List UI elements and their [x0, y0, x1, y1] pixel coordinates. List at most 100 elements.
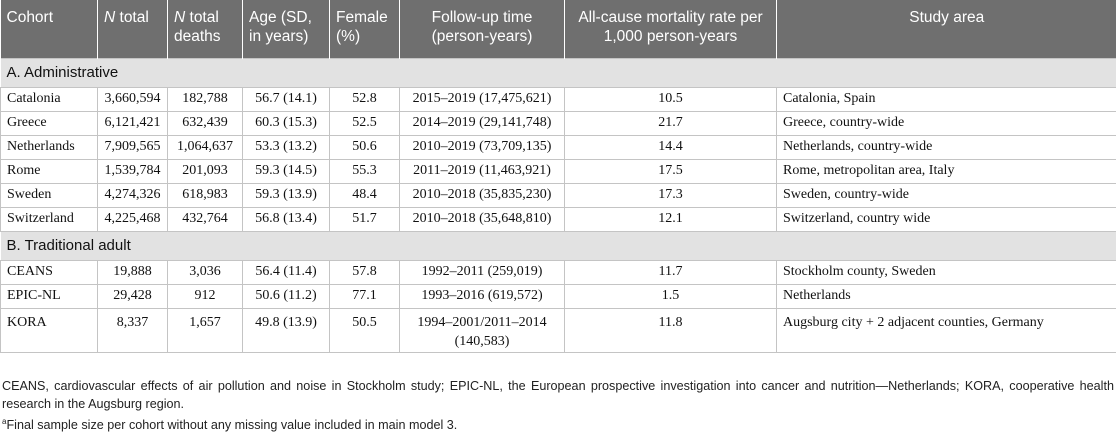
table-container: Cohort N total N total deaths Age (SD, in y… [0, 0, 1116, 353]
table-cell: Greece, country-wide [776, 110, 1116, 136]
header-text: Cohort [6, 9, 54, 26]
header-cell: N total [97, 0, 168, 58]
header-cell: N total deaths [167, 0, 243, 58]
table-row: EPIC-NL 29,428 912 50.6 (11.2) 77.1 1993–2016… [0, 283, 1116, 309]
table-cell: 56.8 (13.4) [242, 206, 330, 232]
table-cell: 48.4 [329, 182, 400, 208]
table-cell: 7,909,565 [97, 134, 168, 160]
header-cell: Study area [776, 0, 1116, 58]
table-cell: 57.8 [329, 259, 400, 285]
table-cell: 17.5 [564, 158, 777, 184]
header-text: Female (%) [336, 9, 388, 45]
header-text: total [115, 9, 149, 26]
table-cell: Netherlands [776, 283, 1116, 309]
table-cell: 2010–2019 (73,709,135) [399, 134, 565, 160]
section-row: B. Traditional adult [0, 230, 1116, 261]
table-cell: 60.3 (15.3) [242, 110, 330, 136]
table-cell: 1,064,637 [167, 134, 243, 160]
header-row: Cohort N total N total deaths Age (SD, in y… [0, 0, 1116, 58]
table-cell: 632,439 [167, 110, 243, 136]
table-cell: 53.3 (13.2) [242, 134, 330, 160]
table-cell: Catalonia, Spain [776, 86, 1116, 112]
footnote-text: Final sample size per cohort without any… [6, 418, 458, 433]
cohort-table: Cohort N total N total deaths Age (SD, in y… [0, 0, 1116, 353]
table-cell: 55.3 [329, 158, 400, 184]
table-cell: 1.5 [564, 283, 777, 309]
table-row: Catalonia 3,660,594 182,788 56.7 (14.1) 52.8… [0, 86, 1116, 112]
table-cell: Rome [0, 158, 98, 184]
header-cell: Follow-up time (person-years) [399, 0, 565, 58]
table-cell: 56.4 (11.4) [242, 259, 330, 285]
table-cell: 2010–2018 (35,835,230) [399, 182, 565, 208]
table-cell: 50.5 [329, 307, 400, 353]
header-italic: N [104, 9, 116, 26]
table-cell: Catalonia [0, 86, 98, 112]
table-cell: 49.8 (13.9) [242, 307, 330, 353]
table-cell: Sweden, country-wide [776, 182, 1116, 208]
table-cell: 10.5 [564, 86, 777, 112]
table-cell: Augsburg city + 2 adjacent counties, Ger… [776, 307, 1116, 353]
table-cell: 77.1 [329, 283, 400, 309]
header-text: Follow-up time (person-years) [431, 9, 533, 45]
header-cell: Age (SD, in years) [242, 0, 330, 58]
table-cell: Sweden [0, 182, 98, 208]
header-italic: N [174, 9, 186, 26]
table-cell: 2014–2019 (29,141,748) [399, 110, 565, 136]
table-cell: 52.5 [329, 110, 400, 136]
table-cell: 3,036 [167, 259, 243, 285]
section-row: A. Administrative [0, 57, 1116, 88]
table-cell: 432,764 [167, 206, 243, 232]
table-cell: Netherlands, country-wide [776, 134, 1116, 160]
table-cell: 182,788 [167, 86, 243, 112]
header-cell: Female (%) [329, 0, 400, 58]
table-cell: Stockholm county, Sweden [776, 259, 1116, 285]
table-cell: 50.6 [329, 134, 400, 160]
table-cell: 29,428 [97, 283, 168, 309]
table-cell: 4,274,326 [97, 182, 168, 208]
section-label: A. Administrative [0, 57, 1116, 88]
table-cell: 11.7 [564, 259, 777, 285]
table-cell: Rome, metropolitan area, Italy [776, 158, 1116, 184]
table-cell: 912 [167, 283, 243, 309]
table-cell: KORA [0, 307, 98, 353]
table-row: Rome 1,539,784 201,093 59.3 (14.5) 55.3 2011–… [0, 158, 1116, 184]
table-cell: 2010–2018 (35,648,810) [399, 206, 565, 232]
table-row: KORA 8,337 1,657 49.8 (13.9) 50.5 1994–2001/2… [0, 307, 1116, 353]
table-cell: Switzerland [0, 206, 98, 232]
header-text: Age (SD, in years) [249, 9, 312, 45]
table-cell: 17.3 [564, 182, 777, 208]
table-cell: 12.1 [564, 206, 777, 232]
footnote-mark: a [2, 417, 7, 426]
table-cell: 14.4 [564, 134, 777, 160]
table-cell: 4,225,468 [97, 206, 168, 232]
table-cell: 59.3 (13.9) [242, 182, 330, 208]
table-cell: 19,888 [97, 259, 168, 285]
table-row: Netherlands 7,909,565 1,064,637 53.3 (13.2)… [0, 134, 1116, 160]
table-row: CEANS 19,888 3,036 56.4 (11.4) 57.8 1992–2011… [0, 259, 1116, 285]
table-cell: 51.7 [329, 206, 400, 232]
table-cell: 56.7 (14.1) [242, 86, 330, 112]
table-row: Sweden 4,274,326 618,983 59.3 (13.9) 48.4 201… [0, 182, 1116, 208]
table-notes: CEANS, cardiovascular effects of air pol… [2, 377, 1114, 434]
table-cell: 1994–2001/2011–2014 (140,583) [399, 307, 565, 353]
table-cell: 1,657 [167, 307, 243, 353]
table-cell: EPIC-NL [0, 283, 98, 309]
table-cell: Greece [0, 110, 98, 136]
footnote: aFinal sample size per cohort without an… [2, 413, 1114, 434]
header-text: Study area [909, 9, 985, 26]
table-cell: 6,121,421 [97, 110, 168, 136]
table-cell: 50.6 (11.2) [242, 283, 330, 309]
table-cell: 2015–2019 (17,475,621) [399, 86, 565, 112]
table-cell: 201,093 [167, 158, 243, 184]
table-cell: 1,539,784 [97, 158, 168, 184]
table-cell: Switzerland, country wide [776, 206, 1116, 232]
table-cell: 52.8 [329, 86, 400, 112]
table-cell: CEANS [0, 259, 98, 285]
table-cell: 59.3 (14.5) [242, 158, 330, 184]
table-cell: 618,983 [167, 182, 243, 208]
table-cell: 1992–2011 (259,019) [399, 259, 565, 285]
header-cell: Cohort [0, 0, 98, 58]
table-row: Switzerland 4,225,468 432,764 56.8 (13.4) 51… [0, 206, 1116, 232]
table-cell: 1993–2016 (619,572) [399, 283, 565, 309]
header-text: total deaths [174, 9, 221, 45]
